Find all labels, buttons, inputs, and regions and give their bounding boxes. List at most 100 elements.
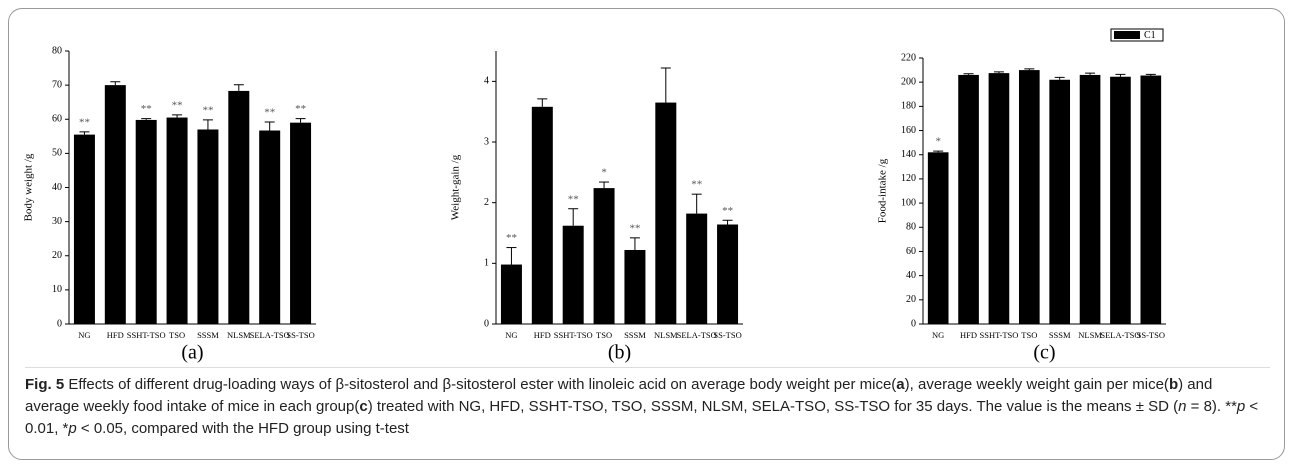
y-tick-label: 10 bbox=[52, 284, 62, 295]
bar bbox=[1140, 75, 1162, 324]
y-tick-label: 70 bbox=[52, 79, 62, 90]
significance: ** bbox=[506, 232, 517, 244]
y-tick-label: 220 bbox=[901, 52, 916, 63]
bar bbox=[1018, 70, 1040, 324]
caption-text: p bbox=[1236, 398, 1246, 415]
significance: ** bbox=[629, 222, 640, 234]
panel-label: (a) bbox=[181, 342, 203, 364]
y-tick-label: 4 bbox=[484, 76, 489, 87]
significance: ** bbox=[691, 179, 702, 191]
y-tick-label: 180 bbox=[901, 101, 916, 112]
x-tick-label: SSHT-TSO bbox=[554, 330, 593, 340]
y-tick-label: 0 bbox=[484, 318, 489, 329]
x-tick-label: SS-TSO bbox=[286, 330, 314, 340]
panel-label: (c) bbox=[1033, 342, 1055, 364]
bar bbox=[500, 264, 522, 324]
y-tick-label: 120 bbox=[901, 173, 916, 184]
y-tick-label: 140 bbox=[901, 149, 916, 160]
y-tick-label: 20 bbox=[52, 250, 62, 261]
bar bbox=[259, 130, 281, 324]
y-tick-label: 80 bbox=[52, 45, 62, 56]
legend-swatch bbox=[1114, 31, 1140, 39]
x-tick-label: SSHT-TSO bbox=[979, 330, 1018, 340]
x-tick-label: NG bbox=[932, 330, 944, 340]
bar bbox=[655, 102, 677, 324]
caption-text: Effects of different drug-loading ways o… bbox=[64, 376, 897, 393]
x-tick-label: SS-TSO bbox=[713, 330, 741, 340]
x-tick-label: NG bbox=[505, 330, 517, 340]
bar bbox=[290, 122, 312, 324]
x-tick-label: SS-TSO bbox=[1137, 330, 1165, 340]
caption: Fig. 5 Effects of different drug-loading… bbox=[25, 367, 1270, 440]
x-tick-label: TSO bbox=[596, 330, 612, 340]
y-tick-label: 20 bbox=[906, 294, 916, 305]
caption-text: = 8). ** bbox=[1186, 398, 1237, 415]
x-tick-label: TSO bbox=[169, 330, 185, 340]
x-tick-label: TSO bbox=[1021, 330, 1037, 340]
significance: ** bbox=[568, 193, 579, 205]
x-tick-label: SELA-TSO bbox=[677, 330, 717, 340]
y-axis-label: Body weight /g bbox=[23, 153, 35, 221]
bar bbox=[228, 90, 250, 325]
bar bbox=[1079, 74, 1101, 324]
significance: ** bbox=[722, 205, 733, 217]
caption-text: ), average weekly weight gain per mice( bbox=[904, 376, 1169, 393]
bar bbox=[593, 188, 615, 324]
significance: ** bbox=[79, 116, 90, 128]
caption-label: Fig. 5 bbox=[25, 376, 65, 393]
caption-text: b bbox=[1168, 376, 1179, 393]
y-tick-label: 2 bbox=[484, 197, 489, 208]
caption-text: ) treated with NG, HFD, SSHT-TSO, TSO, S… bbox=[367, 398, 1179, 415]
bar bbox=[135, 119, 157, 325]
figure-frame: 0 10 20 30 40 50 60 70 80 Body weight /g (a) NG ** HF… bbox=[8, 8, 1285, 460]
x-tick-label: SELA-TSO bbox=[250, 330, 290, 340]
x-tick-label: NLSM bbox=[227, 330, 251, 340]
significance: ** bbox=[295, 103, 306, 115]
bar bbox=[104, 85, 126, 324]
bar bbox=[988, 73, 1010, 324]
caption-text: < 0.01, * bbox=[25, 398, 1259, 437]
bar bbox=[958, 74, 979, 324]
caption-text: ) and average weekly food intake of mice… bbox=[25, 376, 1213, 415]
significance: ** bbox=[202, 104, 213, 116]
y-tick-label: 50 bbox=[52, 148, 62, 159]
caption-text: n bbox=[1178, 398, 1187, 415]
bar bbox=[717, 224, 739, 324]
x-tick-label: HFD bbox=[107, 330, 124, 340]
bar bbox=[1110, 76, 1131, 324]
bar bbox=[1049, 79, 1071, 324]
y-tick-label: 60 bbox=[906, 246, 916, 257]
x-tick-label: SSSM bbox=[197, 330, 219, 340]
y-tick-label: 1 bbox=[484, 258, 489, 269]
x-tick-label: NLSM bbox=[654, 330, 678, 340]
bar bbox=[562, 225, 584, 324]
x-tick-label: NG bbox=[78, 330, 90, 340]
y-tick-label: 200 bbox=[901, 76, 916, 87]
caption-text: < 0.05, compared with the HFD group usin… bbox=[76, 420, 409, 437]
caption-text: a bbox=[896, 376, 905, 393]
y-tick-label: 30 bbox=[52, 216, 62, 227]
x-tick-label: HFD bbox=[960, 330, 977, 340]
y-axis-label: Food-intake /g bbox=[877, 158, 889, 223]
y-tick-label: 160 bbox=[901, 125, 916, 136]
caption-text: c bbox=[359, 398, 368, 415]
bar bbox=[927, 152, 949, 324]
x-tick-label: NLSM bbox=[1078, 330, 1102, 340]
y-tick-label: 100 bbox=[901, 197, 916, 208]
bar bbox=[531, 106, 553, 325]
legend-label: C1 bbox=[1144, 30, 1156, 41]
y-tick-label: 60 bbox=[52, 114, 62, 125]
caption-text: p bbox=[68, 420, 77, 437]
significance: * bbox=[601, 167, 607, 179]
x-tick-label: HFD bbox=[534, 330, 551, 340]
significance: ** bbox=[141, 103, 152, 115]
y-tick-label: 40 bbox=[52, 182, 62, 193]
bar bbox=[166, 117, 188, 324]
bar bbox=[686, 213, 708, 324]
x-tick-label: SSSM bbox=[624, 330, 646, 340]
x-tick-label: SSHT-TSO bbox=[127, 330, 166, 340]
significance: * bbox=[935, 136, 941, 148]
bar bbox=[624, 249, 646, 324]
significance: ** bbox=[264, 107, 275, 119]
